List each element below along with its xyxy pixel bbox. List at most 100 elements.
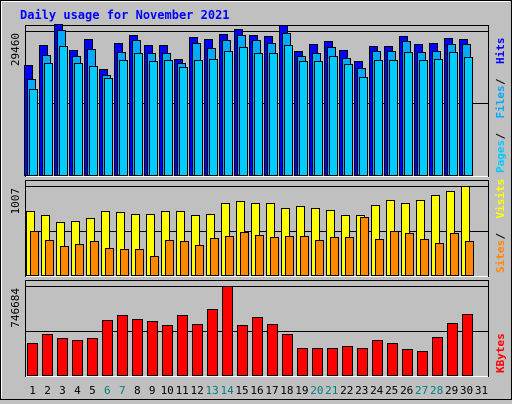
bar-pages [119,60,128,176]
bar-sites [285,236,294,276]
bar-sites [150,256,159,276]
bar-sites [405,233,414,276]
x-tick-label: 2 [44,384,51,397]
bar-kbytes [372,340,383,376]
legend-bottom: KBytes [494,333,507,373]
bar-sites [120,249,129,276]
bar-sites [45,240,54,276]
legend-top: Pages / Files / Hits [494,38,507,174]
x-tick-label: 18 [280,384,293,397]
bar-kbytes [417,351,428,376]
x-tick-label: 23 [355,384,368,397]
bar-kbytes [312,348,323,376]
bar-pages [104,78,113,176]
bar-pages [149,61,158,176]
y-axis-max-label: 746684 [9,288,22,328]
bar-sites [195,245,204,276]
bar-sites [270,237,279,276]
bar-sites [240,232,249,276]
bar-kbytes [357,348,368,376]
x-tick-label: 5 [89,384,96,397]
bar-kbytes [117,315,128,376]
bar-pages [389,60,398,176]
x-tick-label: 20 [310,384,323,397]
bar-pages [449,52,458,176]
bar-pages [434,59,443,176]
bar-pages [179,67,188,176]
bar-sites [165,240,174,276]
legend-item-hits: Hits [494,38,507,65]
legend-separator: / [494,233,507,240]
legend-separator: / [494,133,507,140]
x-tick-label: 19 [295,384,308,397]
x-tick-label: 27 [415,384,428,397]
bar-kbytes [462,314,473,376]
bar-kbytes [42,334,53,376]
bar-pages [344,64,353,176]
bar-sites [30,231,39,276]
bar-pages [29,89,38,176]
x-tick-label: 16 [250,384,263,397]
x-tick-label: 4 [74,384,81,397]
legend-separator: / [494,78,507,85]
bar-pages [284,45,293,176]
bar-pages [74,63,83,176]
bar-pages [239,47,248,176]
bar-sites [420,239,429,276]
bar-kbytes [222,286,233,376]
legend-item-sites: Sites [494,240,507,273]
x-tick-label: 10 [161,384,174,397]
x-tick-label: 30 [460,384,473,397]
bar-sites [315,240,324,276]
x-tick-label: 15 [235,384,248,397]
x-tick-label: 26 [400,384,413,397]
bar-sites [105,248,114,276]
bar-sites [180,241,189,276]
x-axis-labels: 1 2 3 4 5 6 7 8 9 10 11 12 13 14 15 16 17 18 19 20 21 22 23 24 2… [29,384,488,397]
legend-item-files: Files [494,85,507,118]
x-tick-label: 22 [340,384,353,397]
x-tick-label: 21 [325,384,338,397]
bar-pages [44,63,53,176]
y-axis-max-label: 1007 [9,188,22,215]
bar-sites [90,241,99,276]
x-tick-label: 14 [220,384,234,397]
bar-pages [314,61,323,176]
bar-sites [60,246,69,276]
bar-kbytes [297,348,308,376]
x-tick-label: 17 [265,384,278,397]
bar-sites [375,239,384,276]
x-tick-label: 28 [430,384,443,397]
bar-pages [464,57,473,176]
bar-sites [390,231,399,276]
x-tick-label: 7 [119,384,126,397]
y-axis-max-label: 29460 [9,33,22,66]
bar-kbytes [132,319,143,376]
bar-kbytes [447,323,458,376]
x-tick-label: 1 [29,384,36,397]
bar-kbytes [237,325,248,376]
panel-bottom: 746684 KBytes [9,280,507,377]
legend-middle: Sites / Visits [494,179,507,273]
x-tick-label: 11 [176,384,189,397]
bar-kbytes [27,343,38,376]
x-tick-label: 12 [190,384,203,397]
legend-item-pages: Pages [494,140,507,173]
bar-sites [465,241,474,276]
bar-pages [194,60,203,176]
x-tick-label: 29 [445,384,458,397]
bar-pages [89,66,98,176]
bar-pages [164,60,173,176]
bar-kbytes [72,340,83,376]
bar-kbytes [432,337,443,376]
bar-kbytes [57,338,68,376]
bar-sites [135,249,144,276]
bar-sites [330,237,339,276]
bar-pages [299,61,308,176]
legend-item-kbytes: KBytes [494,333,507,373]
bar-kbytes [147,321,158,376]
bar-sites [360,217,369,276]
bar-sites [210,238,219,276]
